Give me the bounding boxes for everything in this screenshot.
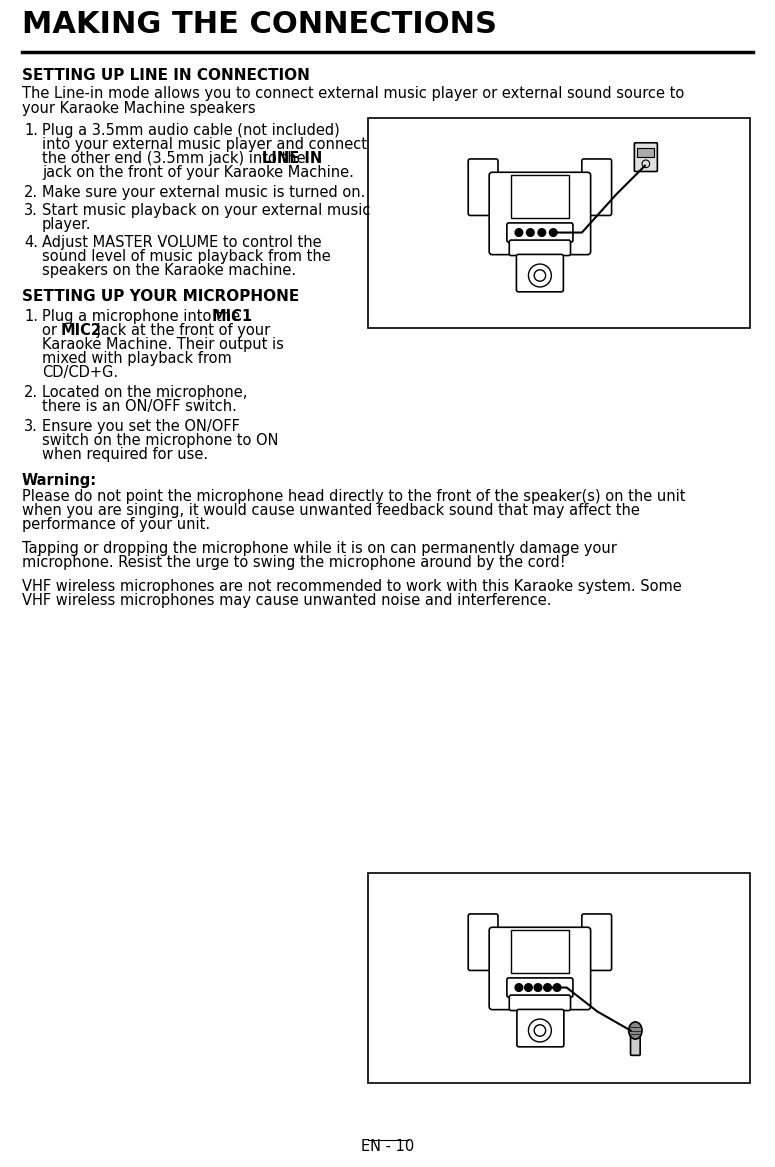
Text: your Karaoke Machine speakers: your Karaoke Machine speakers (22, 102, 256, 116)
Circle shape (526, 229, 534, 237)
FancyBboxPatch shape (631, 1034, 640, 1055)
Text: when required for use.: when required for use. (42, 447, 208, 462)
FancyBboxPatch shape (517, 1009, 564, 1047)
Text: 4.: 4. (24, 235, 38, 250)
Text: microphone. Resist the urge to swing the microphone around by the cord!: microphone. Resist the urge to swing the… (22, 555, 566, 569)
FancyBboxPatch shape (489, 173, 591, 254)
Text: SETTING UP YOUR MICROPHONE: SETTING UP YOUR MICROPHONE (22, 289, 299, 303)
Text: Adjust MASTER VOLUME to control the: Adjust MASTER VOLUME to control the (42, 235, 322, 250)
Circle shape (525, 984, 532, 991)
Circle shape (549, 229, 557, 237)
Bar (368, 873, 750, 1083)
Text: jack at the front of your: jack at the front of your (92, 323, 270, 338)
Text: when you are singing, it would cause unwanted feedback sound that may affect the: when you are singing, it would cause unw… (22, 503, 640, 518)
Text: MIC2: MIC2 (61, 323, 102, 338)
Circle shape (553, 984, 561, 991)
Text: The Line-in mode allows you to connect external music player or external sound s: The Line-in mode allows you to connect e… (22, 86, 684, 102)
Text: speakers on the Karaoke machine.: speakers on the Karaoke machine. (42, 263, 296, 278)
FancyBboxPatch shape (468, 159, 498, 216)
FancyBboxPatch shape (468, 914, 498, 971)
Text: sound level of music playback from the: sound level of music playback from the (42, 249, 331, 264)
Circle shape (544, 984, 551, 991)
FancyBboxPatch shape (516, 254, 563, 292)
Text: Located on the microphone,: Located on the microphone, (42, 385, 247, 400)
FancyBboxPatch shape (582, 914, 611, 971)
Text: 1.: 1. (24, 123, 38, 138)
Bar (368, 118, 750, 328)
Text: player.: player. (42, 217, 91, 232)
Text: Tapping or dropping the microphone while it is on can permanently damage your: Tapping or dropping the microphone while… (22, 541, 617, 555)
Text: Please do not point the microphone head directly to the front of the speaker(s) : Please do not point the microphone head … (22, 489, 686, 504)
Bar (637, 147, 654, 158)
Text: or: or (42, 323, 62, 338)
Text: 1.: 1. (24, 309, 38, 324)
Text: switch on the microphone to ON: switch on the microphone to ON (42, 433, 278, 448)
Text: the other end (3.5mm jack) into the: the other end (3.5mm jack) into the (42, 151, 310, 166)
Text: Plug a microphone into the: Plug a microphone into the (42, 309, 245, 324)
Text: Start music playback on your external music: Start music playback on your external mu… (42, 203, 370, 218)
Text: VHF wireless microphones are not recommended to work with this Karaoke system. S: VHF wireless microphones are not recomme… (22, 579, 682, 594)
FancyBboxPatch shape (582, 159, 611, 216)
Circle shape (515, 229, 522, 237)
Text: MAKING THE CONNECTIONS: MAKING THE CONNECTIONS (22, 11, 497, 39)
Text: 2.: 2. (24, 186, 38, 200)
Text: VHF wireless microphones may cause unwanted noise and interference.: VHF wireless microphones may cause unwan… (22, 593, 552, 608)
Text: there is an ON/OFF switch.: there is an ON/OFF switch. (42, 399, 237, 414)
Text: jack on the front of your Karaoke Machine.: jack on the front of your Karaoke Machin… (42, 165, 354, 180)
Text: LINE IN: LINE IN (262, 151, 322, 166)
FancyBboxPatch shape (509, 240, 570, 256)
Text: 3.: 3. (24, 419, 38, 434)
Text: into your external music player and connect: into your external music player and conn… (42, 137, 367, 152)
Circle shape (534, 984, 542, 991)
Text: EN - 10: EN - 10 (361, 1139, 414, 1154)
Text: 2.: 2. (24, 385, 38, 400)
Text: SETTING UP LINE IN CONNECTION: SETTING UP LINE IN CONNECTION (22, 68, 310, 83)
FancyBboxPatch shape (489, 928, 591, 1009)
Circle shape (538, 229, 546, 237)
Text: Plug a 3.5mm audio cable (not included): Plug a 3.5mm audio cable (not included) (42, 123, 339, 138)
Text: performance of your unit.: performance of your unit. (22, 517, 210, 532)
Text: MIC1: MIC1 (212, 309, 253, 324)
Text: CD/CD+G.: CD/CD+G. (42, 365, 118, 380)
Ellipse shape (629, 1022, 642, 1039)
Text: Ensure you set the ON/OFF: Ensure you set the ON/OFF (42, 419, 240, 434)
FancyBboxPatch shape (507, 223, 573, 243)
Text: Karaoke Machine. Their output is: Karaoke Machine. Their output is (42, 337, 284, 352)
Text: 3.: 3. (24, 203, 38, 218)
Circle shape (515, 984, 522, 991)
Text: Make sure your external music is turned on.: Make sure your external music is turned … (42, 186, 365, 200)
FancyBboxPatch shape (635, 142, 657, 172)
FancyBboxPatch shape (509, 995, 570, 1011)
Bar (512, 930, 569, 973)
Text: Warning:: Warning: (22, 473, 97, 488)
Bar (512, 175, 569, 218)
FancyBboxPatch shape (507, 978, 573, 997)
Text: mixed with playback from: mixed with playback from (42, 351, 232, 366)
